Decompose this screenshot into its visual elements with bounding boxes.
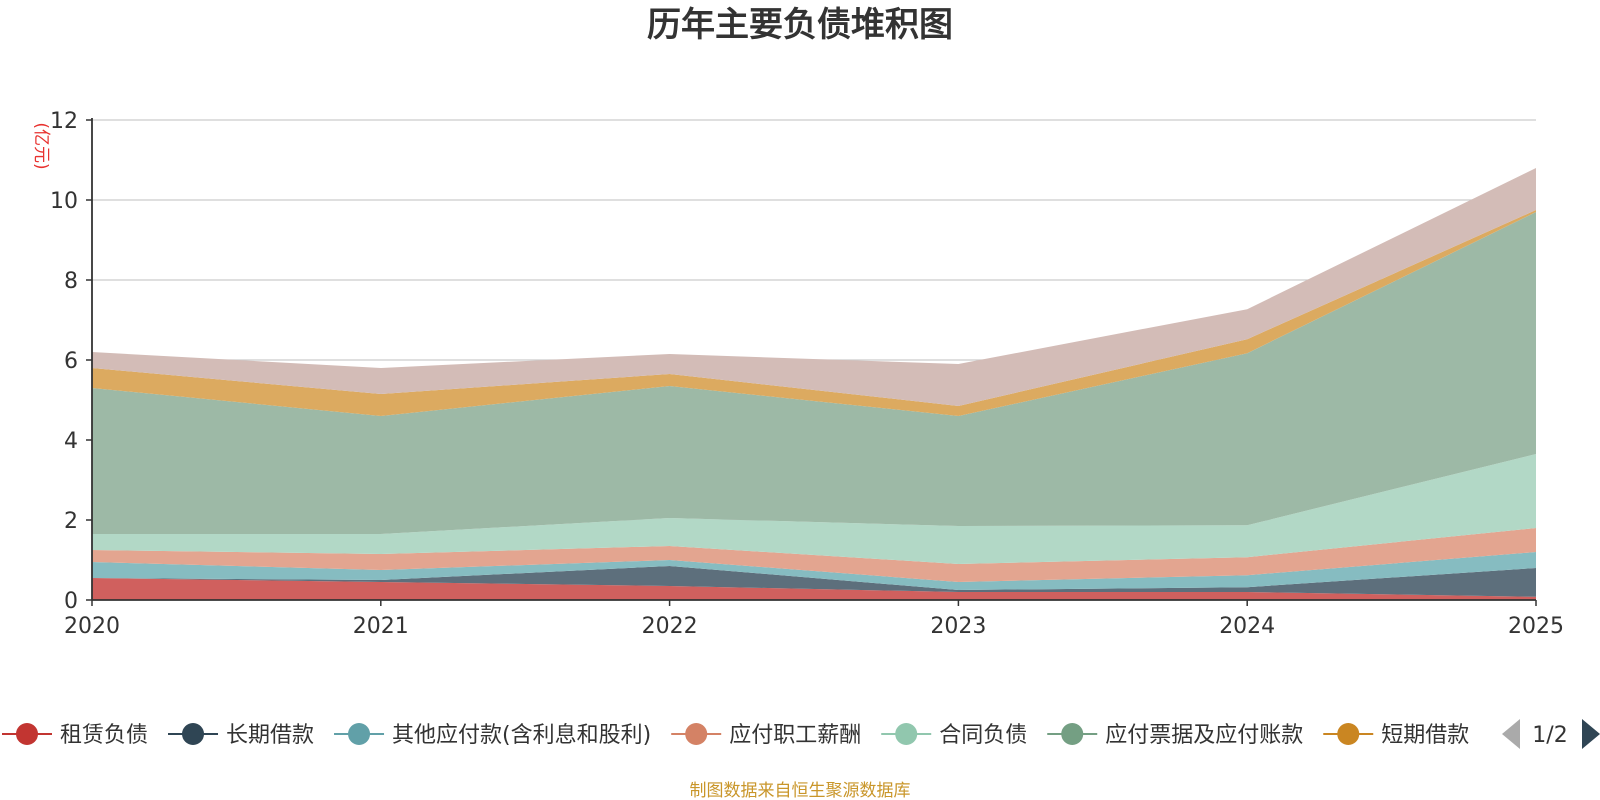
y-tick-label: 0 xyxy=(64,589,78,614)
legend-dot-marker xyxy=(1061,723,1084,745)
x-tick-label: 2025 xyxy=(1508,614,1564,639)
legend[interactable]: 租赁负债 长期借款 其他应付款(含利息和股利) 应付职工薪酬 合同负债 应付票据及应付账款… xyxy=(2,723,1591,748)
area-应付票据及应付账款 xyxy=(92,212,1536,534)
area-series xyxy=(92,168,1536,600)
area-其他 xyxy=(92,168,1536,406)
legend-dot-marker xyxy=(16,723,38,745)
legend-label: 租赁负债 xyxy=(60,723,148,748)
y-tick-label: 6 xyxy=(64,349,78,374)
y-tick-label: 8 xyxy=(64,269,78,294)
legend-item[interactable]: 应付票据及应付账款 xyxy=(1047,723,1303,748)
legend-item[interactable]: 短期借款 xyxy=(1323,723,1469,748)
y-tick-label: 12 xyxy=(50,109,78,134)
y-tick-label: 4 xyxy=(64,429,78,454)
area-长期借款 xyxy=(92,566,1536,597)
legend-label: 短期借款 xyxy=(1381,723,1469,748)
data-source-note: 制图数据来自恒生聚源数据库 xyxy=(690,781,911,800)
x-tick-label: 2021 xyxy=(353,614,409,639)
legend-label: 长期借款 xyxy=(226,723,314,748)
chart-title: 历年主要负债堆积图 xyxy=(647,5,953,45)
legend-dot-marker xyxy=(1337,723,1360,745)
x-tick-label: 2020 xyxy=(64,614,120,639)
legend-label: 应付票据及应付账款 xyxy=(1105,723,1303,748)
legend-item[interactable]: 长期借款 xyxy=(168,723,314,748)
y-tick-label: 2 xyxy=(64,509,78,534)
legend-prev-arrow-icon[interactable] xyxy=(1502,719,1520,749)
x-tick-label: 2023 xyxy=(930,614,986,639)
y-axis-unit-label: (亿元) xyxy=(31,122,51,169)
y-tick-label: 10 xyxy=(50,189,78,214)
legend-dot-marker xyxy=(895,723,918,745)
legend-dot-marker xyxy=(182,723,205,745)
legend-item[interactable]: 租赁负债 xyxy=(2,723,148,748)
axes: 0 2 4 6 8 10 12 2020 2021 2022 2023 2024 2025 xyxy=(50,109,1564,639)
legend-item[interactable]: 其他应付款(含利息和股利) xyxy=(334,723,651,748)
legend-item[interactable]: 应付职工薪酬 xyxy=(671,723,861,748)
legend-page-indicator: 1/2 xyxy=(1532,723,1567,748)
x-tick-label: 2022 xyxy=(642,614,698,639)
area-合同负债 xyxy=(92,454,1536,564)
area-短期借款 xyxy=(92,210,1536,416)
legend-item[interactable]: 合同负债 xyxy=(881,723,1027,748)
legend-pager[interactable]: 1/2 xyxy=(1502,719,1600,749)
legend-label: 其他应付款(含利息和股利) xyxy=(392,723,651,748)
legend-dot-marker xyxy=(685,723,708,745)
legend-label: 应付职工薪酬 xyxy=(729,723,861,748)
legend-next-arrow-icon[interactable] xyxy=(1582,719,1600,749)
x-tick-label: 2024 xyxy=(1219,614,1275,639)
legend-dot-marker xyxy=(348,723,371,745)
legend-label: 合同负债 xyxy=(939,723,1027,748)
